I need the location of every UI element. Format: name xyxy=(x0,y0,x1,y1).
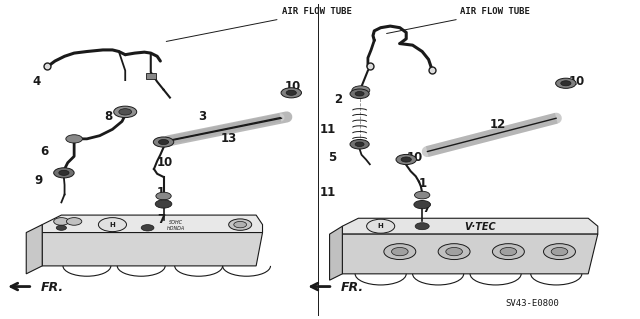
Circle shape xyxy=(415,191,430,199)
Circle shape xyxy=(156,192,172,200)
Circle shape xyxy=(67,218,82,225)
Circle shape xyxy=(551,248,568,256)
Circle shape xyxy=(355,92,364,96)
Circle shape xyxy=(392,248,408,256)
Text: 9: 9 xyxy=(34,174,42,187)
Text: 2: 2 xyxy=(334,93,342,106)
Text: 13: 13 xyxy=(221,132,237,145)
Text: 11: 11 xyxy=(320,123,336,136)
Circle shape xyxy=(281,88,301,98)
Circle shape xyxy=(492,244,524,260)
Circle shape xyxy=(114,106,137,118)
Circle shape xyxy=(415,223,429,230)
Text: 12: 12 xyxy=(489,118,506,131)
Polygon shape xyxy=(26,225,42,274)
Text: 1: 1 xyxy=(419,177,427,190)
Circle shape xyxy=(556,78,576,88)
Text: H: H xyxy=(378,223,383,229)
Text: 5: 5 xyxy=(328,152,336,164)
Circle shape xyxy=(159,139,169,145)
Text: H: H xyxy=(109,222,115,228)
Circle shape xyxy=(367,219,395,233)
Circle shape xyxy=(414,200,431,209)
Circle shape xyxy=(543,244,575,260)
Circle shape xyxy=(446,248,463,256)
Text: 7: 7 xyxy=(422,202,430,215)
Text: 11: 11 xyxy=(320,186,336,199)
Circle shape xyxy=(396,154,417,165)
Circle shape xyxy=(352,86,370,95)
Text: SOHC
HONDA: SOHC HONDA xyxy=(167,220,186,231)
Circle shape xyxy=(234,221,246,228)
Text: 10: 10 xyxy=(406,152,422,164)
Circle shape xyxy=(154,137,173,147)
Text: 10: 10 xyxy=(285,80,301,93)
Circle shape xyxy=(156,200,172,208)
Polygon shape xyxy=(42,233,262,266)
Circle shape xyxy=(350,139,369,149)
Text: 6: 6 xyxy=(40,145,49,158)
Circle shape xyxy=(384,244,416,260)
Circle shape xyxy=(99,218,127,232)
Text: AIR FLOW TUBE: AIR FLOW TUBE xyxy=(387,7,531,33)
Text: 10: 10 xyxy=(157,156,173,169)
Circle shape xyxy=(141,225,154,231)
Circle shape xyxy=(561,81,571,86)
Circle shape xyxy=(119,109,132,115)
Polygon shape xyxy=(330,226,342,280)
Text: V·TEC: V·TEC xyxy=(464,222,495,232)
Circle shape xyxy=(56,225,67,230)
Text: FR.: FR. xyxy=(40,281,63,294)
Bar xyxy=(147,73,156,78)
Circle shape xyxy=(54,168,74,178)
Circle shape xyxy=(350,89,369,99)
Text: 7: 7 xyxy=(157,213,165,226)
Text: 10: 10 xyxy=(569,75,586,88)
Text: 1: 1 xyxy=(157,186,165,199)
Text: FR.: FR. xyxy=(340,281,364,294)
Circle shape xyxy=(59,170,69,175)
Text: SV43-E0800: SV43-E0800 xyxy=(506,299,559,308)
Polygon shape xyxy=(342,218,598,234)
Text: 3: 3 xyxy=(198,110,207,123)
Circle shape xyxy=(500,248,516,256)
Polygon shape xyxy=(42,215,262,233)
Polygon shape xyxy=(342,234,598,274)
Text: 4: 4 xyxy=(32,75,40,88)
Circle shape xyxy=(286,90,296,95)
Circle shape xyxy=(66,135,83,143)
Text: 8: 8 xyxy=(104,110,113,123)
Circle shape xyxy=(438,244,470,260)
Circle shape xyxy=(54,218,69,225)
Circle shape xyxy=(355,142,364,146)
Circle shape xyxy=(401,157,412,162)
Circle shape xyxy=(228,219,252,230)
Text: AIR FLOW TUBE: AIR FLOW TUBE xyxy=(166,7,351,41)
